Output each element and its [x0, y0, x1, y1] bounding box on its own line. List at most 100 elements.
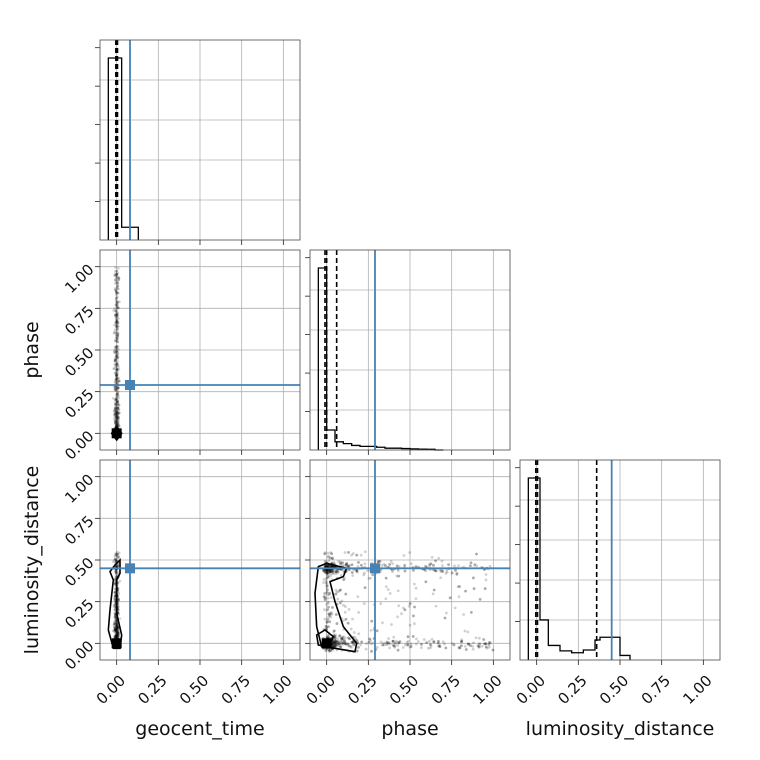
sample-point: [397, 565, 401, 568]
sample-point: [114, 351, 117, 355]
sample-point: [333, 641, 337, 645]
sample-point: [114, 403, 118, 406]
sample-point: [331, 641, 334, 645]
sample-point: [402, 554, 406, 557]
sample-point: [384, 597, 388, 601]
sample-point: [344, 562, 348, 566]
sample-point: [355, 649, 359, 653]
sample-point: [392, 635, 396, 639]
sample-point: [115, 352, 118, 356]
sample-point: [327, 569, 331, 573]
sample-point: [115, 336, 119, 340]
sample-point: [115, 625, 119, 628]
sample-point: [116, 553, 119, 556]
sample-point: [115, 409, 119, 413]
sample-point: [116, 386, 119, 390]
sample-point: [335, 639, 338, 643]
sample-point: [381, 621, 384, 625]
sample-point: [114, 355, 118, 358]
sample-point: [323, 565, 327, 568]
sample-point: [406, 643, 409, 647]
sample-point: [338, 634, 342, 637]
sample-point: [369, 642, 373, 646]
sample-point: [458, 585, 461, 588]
sample-point: [343, 639, 346, 642]
sample-point: [115, 619, 118, 623]
sample-point: [436, 641, 440, 645]
sample-point: [114, 389, 118, 392]
sample-point: [115, 327, 119, 331]
sample-point: [369, 628, 373, 632]
sample-point: [368, 637, 372, 641]
sample-point: [117, 608, 120, 612]
sample-point: [397, 574, 401, 578]
sample-point: [485, 646, 489, 650]
sample-point: [391, 570, 394, 574]
sample-point: [114, 334, 118, 337]
sample-point: [409, 642, 413, 646]
sample-point: [325, 568, 329, 572]
sample-point: [115, 349, 118, 353]
sample-point: [113, 422, 117, 425]
sample-point: [367, 640, 371, 644]
sample-point: [425, 641, 429, 645]
sample-point: [115, 421, 119, 425]
sample-point: [115, 403, 119, 407]
sample-point: [460, 640, 464, 643]
sample-point: [443, 616, 447, 620]
sample-point: [333, 635, 337, 638]
sample-point: [111, 396, 115, 400]
sample-point: [116, 635, 119, 638]
sample-point: [114, 635, 117, 639]
sample-point: [117, 607, 120, 611]
sample-point: [387, 637, 390, 640]
sample-point: [445, 570, 449, 574]
sample-point: [117, 415, 121, 419]
sample-point: [115, 353, 118, 356]
sample-point: [114, 628, 117, 632]
sample-point: [116, 287, 120, 291]
sample-point: [340, 642, 344, 645]
sample-point: [341, 635, 344, 639]
sample-point: [350, 553, 353, 557]
sample-point: [326, 608, 329, 612]
sample-point: [450, 642, 454, 645]
sample-point: [115, 368, 119, 371]
sample-point: [339, 588, 342, 592]
sample-point: [327, 564, 331, 568]
sample-point: [113, 628, 117, 631]
sample-point: [343, 551, 347, 554]
sample-point: [117, 630, 121, 633]
sample-point: [328, 570, 332, 574]
sample-point: [484, 642, 487, 646]
sample-point: [113, 607, 117, 611]
sample-point: [115, 273, 118, 276]
sample-point: [327, 612, 331, 615]
sample-point: [114, 374, 118, 378]
x-axis-label-geocent-time: geocent_time: [135, 718, 264, 740]
sample-point: [115, 319, 119, 322]
sample-point: [344, 641, 348, 645]
sample-point: [334, 572, 338, 576]
sample-point: [349, 644, 353, 648]
sample-point: [371, 573, 375, 577]
sample-point: [114, 346, 117, 349]
sample-point: [331, 606, 334, 609]
sample-point: [370, 649, 373, 653]
sample-point: [377, 559, 380, 563]
sample-point: [115, 340, 118, 343]
y-axis-label-luminosity-distance: luminosity_distance: [21, 466, 43, 655]
sample-point: [116, 411, 119, 415]
sample-point: [355, 553, 359, 557]
sample-point: [412, 614, 415, 618]
x-tick-label: 0.00: [93, 672, 129, 708]
sample-point: [115, 377, 118, 380]
sample-point: [328, 570, 332, 574]
sample-point: [113, 616, 117, 620]
sample-point: [476, 644, 480, 648]
sample-point: [388, 563, 392, 566]
sample-point: [385, 640, 389, 644]
sample-point: [348, 637, 352, 641]
sample-point: [425, 641, 429, 645]
sample-point: [330, 648, 334, 652]
